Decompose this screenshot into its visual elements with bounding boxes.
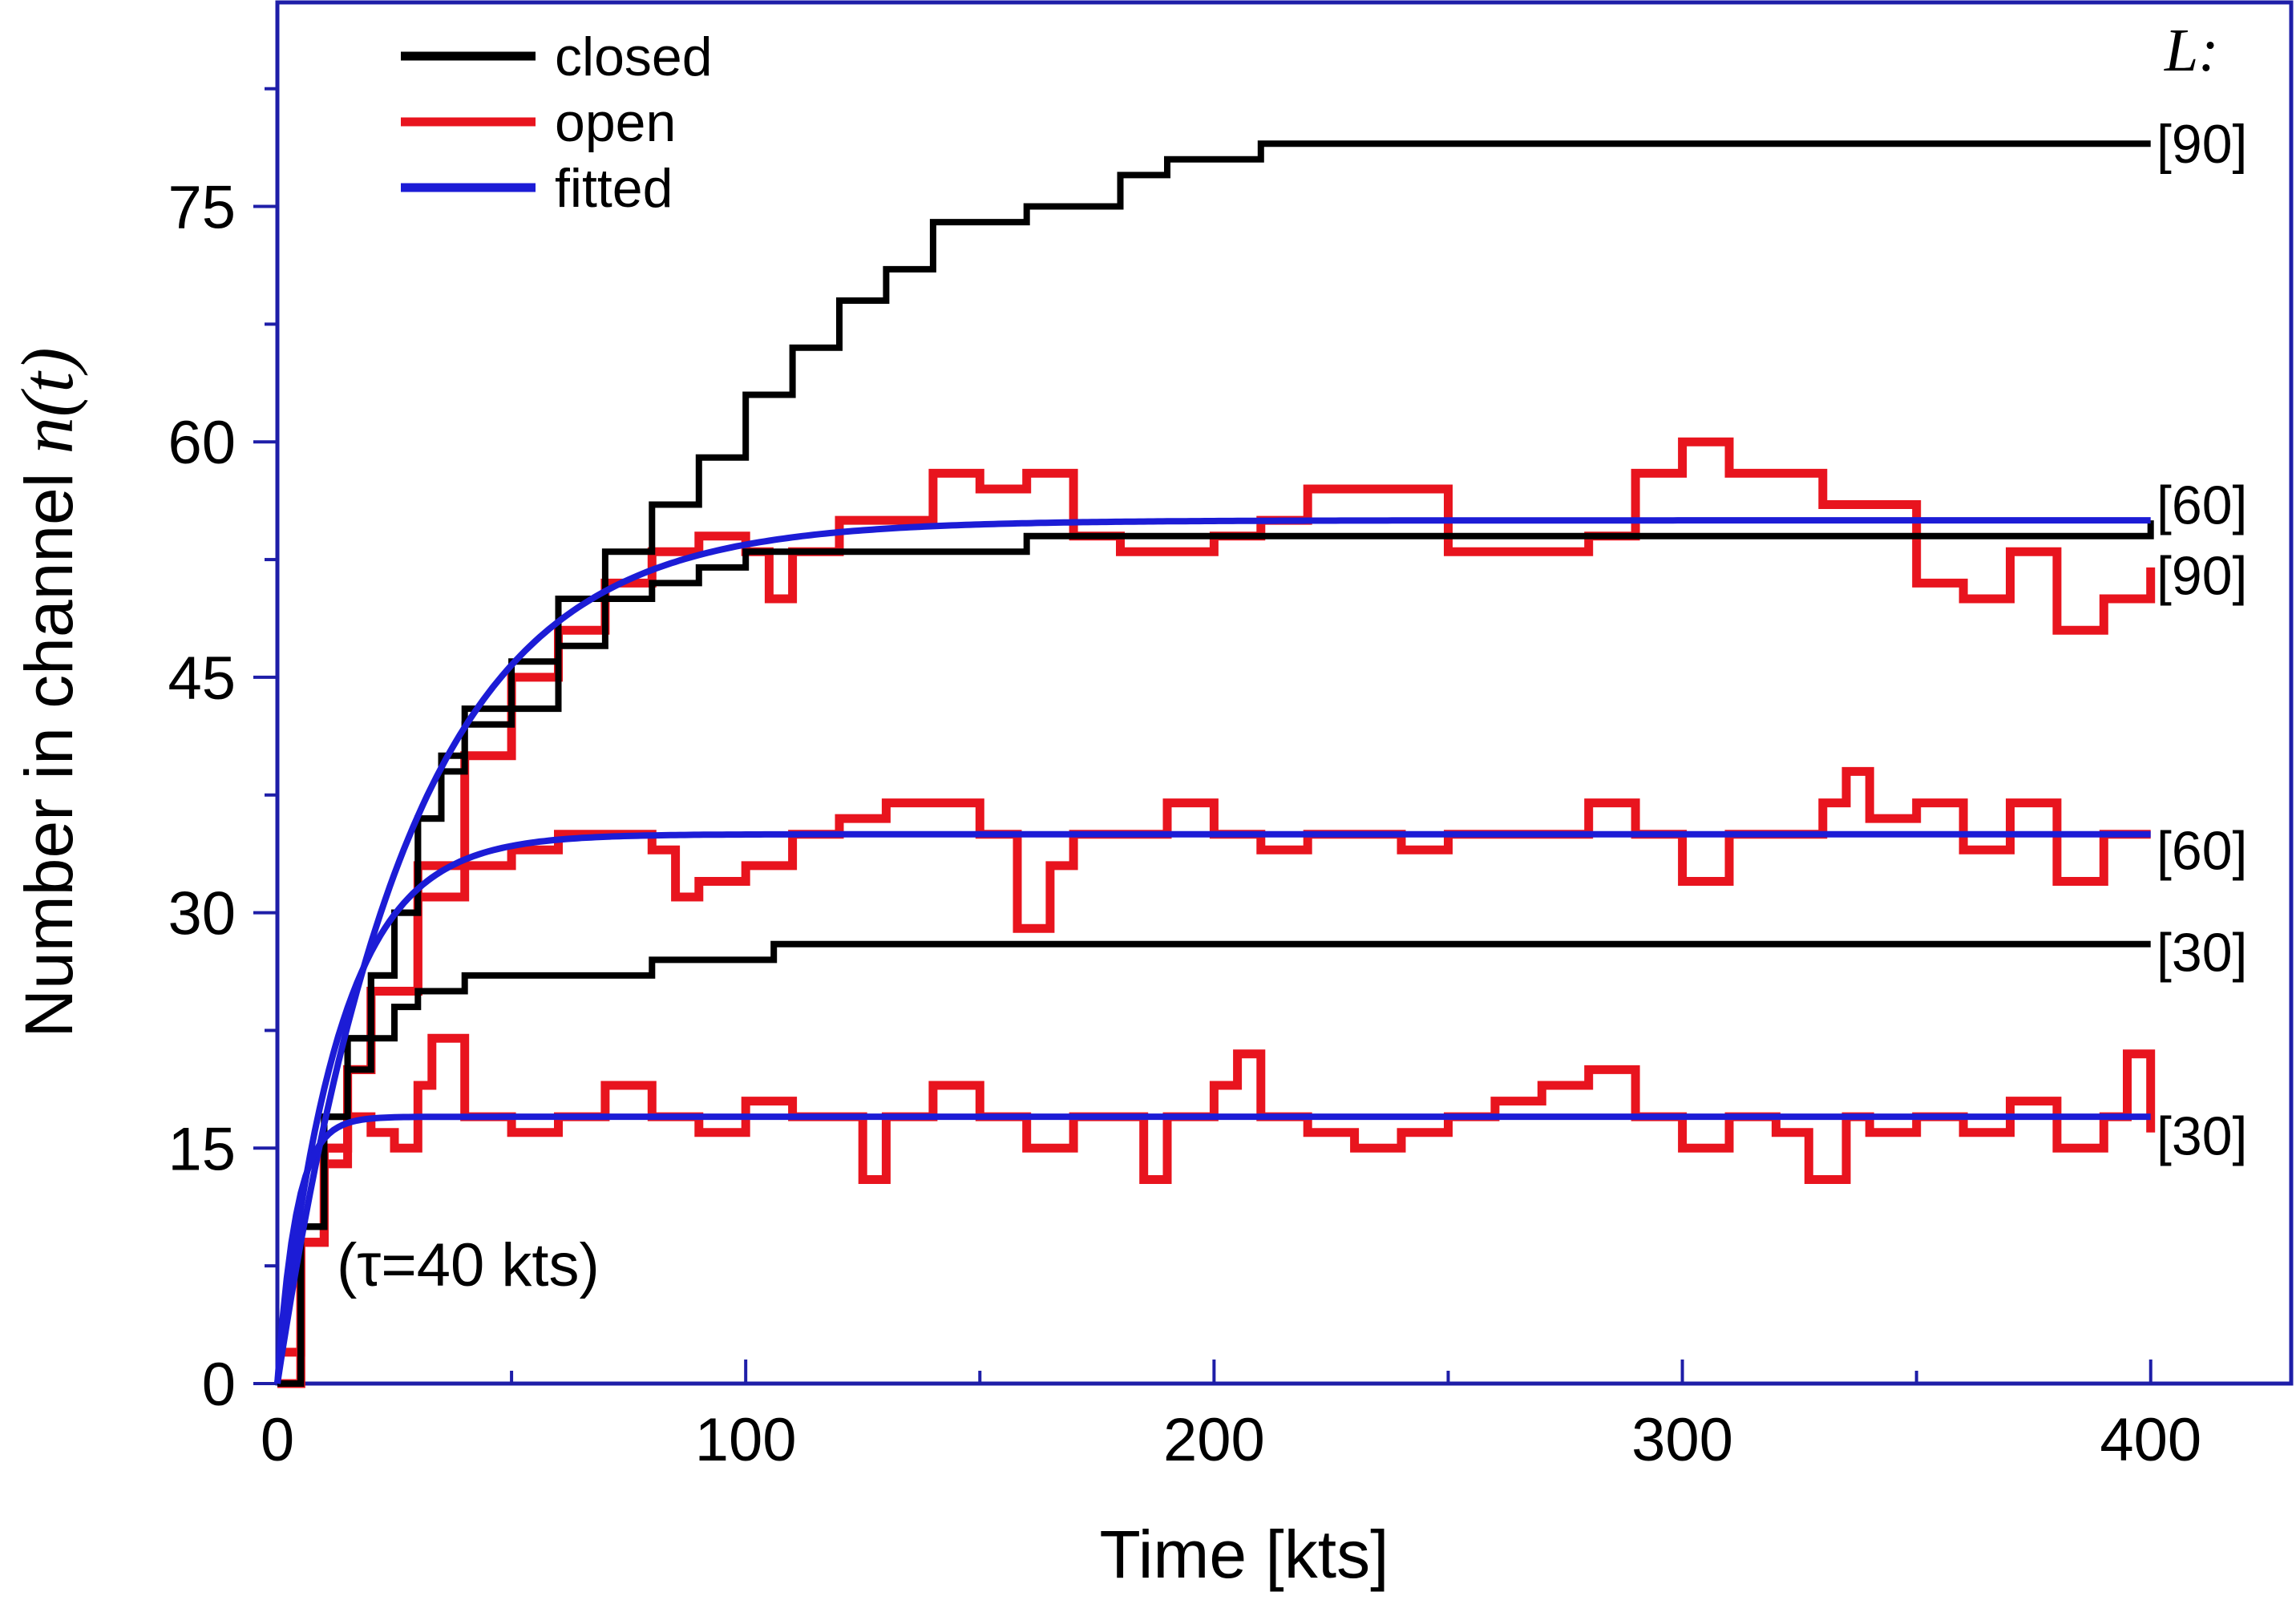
y-tick-label: 15 (168, 1115, 236, 1183)
y-tick-label: 60 (168, 409, 236, 477)
x-tick-label: 300 (1631, 1406, 1733, 1474)
series-fitted-line (274, 517, 2151, 1384)
axis-ticks (253, 87, 2152, 1385)
series-fitted-line (274, 830, 2151, 1384)
series-l-label: [30] (2157, 923, 2247, 984)
fitted-curves (274, 517, 2151, 1384)
series-labels: [90] [60] [90] [60] [30] [30] (2157, 114, 2247, 1166)
y-tick-label: 30 (168, 880, 236, 948)
legend-label-closed: closed (555, 26, 713, 87)
series-l-label: [30] (2157, 1106, 2247, 1167)
x-tick-label: 0 (261, 1406, 294, 1474)
series-l-label: [90] (2157, 114, 2247, 175)
labels-header: L: (2164, 17, 2219, 84)
plot-frame (275, 0, 2294, 1386)
legend-label-fitted: fitted (555, 158, 673, 219)
x-axis-title: Time [kts] (1100, 1517, 1389, 1592)
series-l-label: [60] (2157, 475, 2247, 536)
tick-labels: 0 100 200 300 400 0 15 30 45 60 75 (168, 174, 2201, 1474)
series-l-label: [90] (2157, 546, 2247, 607)
y-tick-label: 75 (168, 174, 236, 242)
series-l-label: [60] (2157, 820, 2247, 881)
x-tick-label: 200 (1163, 1406, 1265, 1474)
x-tick-label: 100 (695, 1406, 797, 1474)
y-tick-label: 45 (168, 644, 236, 713)
legend-label-open: open (555, 92, 676, 153)
y-tick-label: 0 (202, 1351, 236, 1419)
series-fitted-line (274, 1113, 2151, 1384)
series-closed-line (277, 140, 2151, 1387)
data-series (277, 140, 2156, 1388)
series-open-line (277, 1033, 2156, 1357)
series-closed-line (277, 940, 2151, 1387)
tau-annotation: (τ=40 kts) (337, 1231, 600, 1299)
y-axis-title: Number in channel n(t) (6, 347, 88, 1037)
x-tick-label: 400 (2100, 1406, 2201, 1474)
